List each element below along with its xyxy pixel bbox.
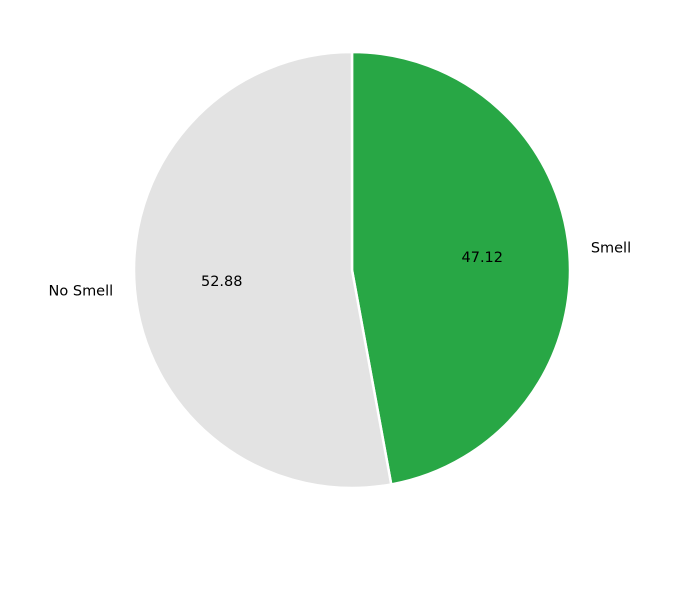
pie-category-label-smell: Smell: [591, 240, 631, 256]
pie-labels: 47.12 Smell 52.88 No Smell: [49, 240, 632, 299]
pie-slice-no-smell: [132, 50, 393, 490]
pie-slices: [132, 50, 572, 490]
pie-category-label-no-smell: No Smell: [49, 284, 114, 300]
pie-slice-smell: [350, 50, 572, 486]
pie-percent-label-smell: 47.12: [462, 250, 504, 266]
pie-percent-label-no-smell: 52.88: [201, 274, 243, 290]
